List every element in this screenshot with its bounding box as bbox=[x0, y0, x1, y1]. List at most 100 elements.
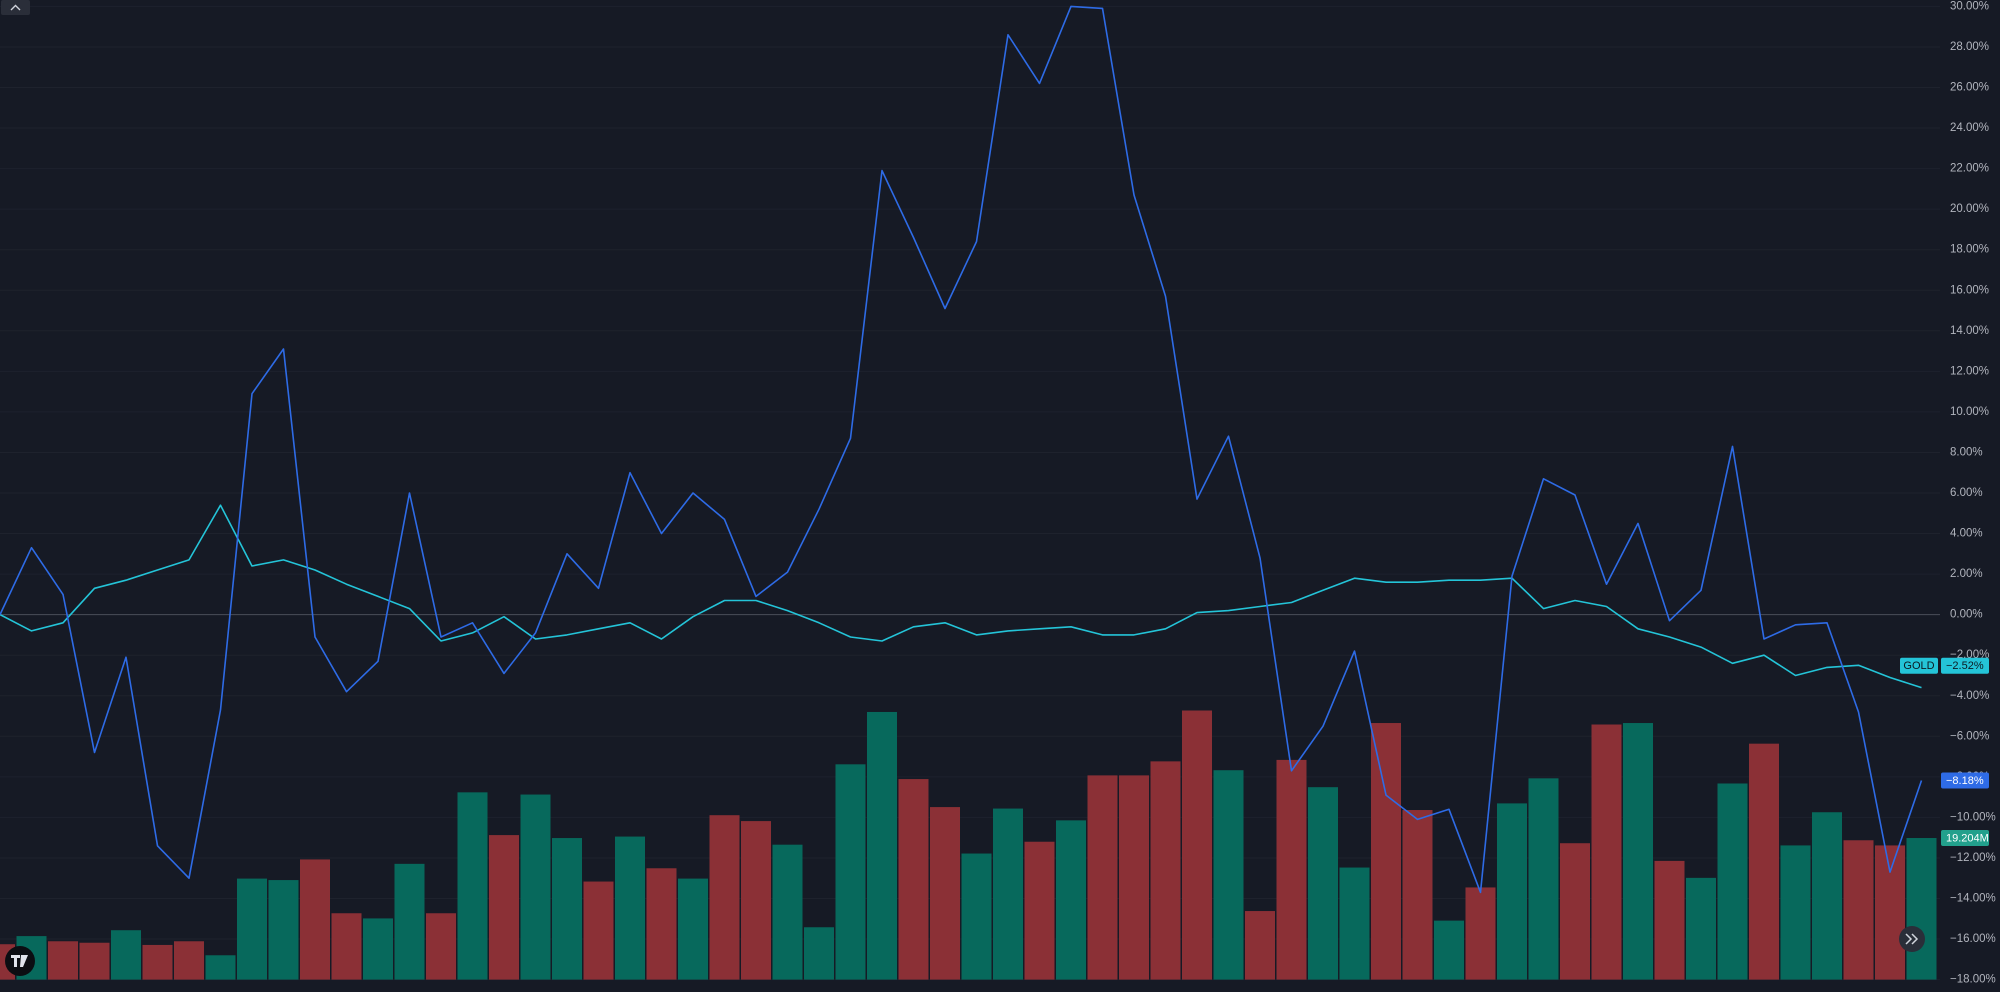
y-tick-label: 14.00% bbox=[1950, 325, 1989, 337]
y-tick-label: 4.00% bbox=[1950, 528, 1983, 540]
volume-bar bbox=[205, 955, 236, 980]
volume-bar bbox=[394, 863, 425, 980]
volume-bar bbox=[1276, 759, 1307, 980]
volume-bar bbox=[1654, 860, 1685, 980]
volume-bar bbox=[1308, 787, 1338, 980]
y-tick-label: 20.00% bbox=[1950, 203, 1989, 215]
volume-bar bbox=[772, 844, 803, 980]
volume-bar bbox=[1560, 843, 1590, 980]
y-tick-label: 30.00% bbox=[1950, 0, 1989, 12]
y-tick-label: −6.00% bbox=[1950, 730, 1989, 742]
volume-bar bbox=[741, 821, 771, 980]
volume-bar bbox=[1150, 761, 1181, 980]
line-pane bbox=[0, 5, 1923, 894]
price-badge-label: −8.18% bbox=[1946, 775, 1984, 787]
scroll-to-end-button[interactable] bbox=[1899, 926, 1925, 952]
series-name: GOLD bbox=[1903, 660, 1934, 672]
volume-bar bbox=[1213, 770, 1244, 980]
y-tick-label: −18.00% bbox=[1950, 974, 1996, 986]
volume-bar bbox=[426, 913, 456, 980]
volume-bar bbox=[552, 838, 582, 980]
price-badge bbox=[1941, 657, 1989, 674]
volume-bar bbox=[1371, 723, 1401, 980]
badges: −8.18% −2.52% GOLD 19.204M bbox=[1900, 657, 1989, 847]
volume-bar bbox=[1812, 812, 1842, 980]
volume-bar bbox=[867, 711, 897, 980]
volume-bar bbox=[489, 835, 519, 980]
volume-bar bbox=[1717, 783, 1748, 980]
volume-bar bbox=[930, 807, 960, 980]
line-series bbox=[0, 504, 1922, 689]
volume-bar bbox=[1024, 841, 1055, 980]
y-tick-label: 18.00% bbox=[1950, 244, 1989, 256]
price-badge-label: 19.204M bbox=[1946, 832, 1989, 844]
y-tick-label: −12.00% bbox=[1950, 852, 1996, 864]
y-tick-label: 16.00% bbox=[1950, 284, 1989, 296]
volume-bar bbox=[1591, 724, 1622, 980]
y-tick-label: −14.00% bbox=[1950, 893, 1996, 905]
volume-bar bbox=[835, 764, 866, 980]
volume-bar bbox=[520, 794, 551, 980]
y-tick-label: 22.00% bbox=[1950, 163, 1989, 175]
y-tick-label: 26.00% bbox=[1950, 82, 1989, 94]
volume-bar bbox=[1339, 867, 1370, 980]
y-tick-label: 8.00% bbox=[1950, 446, 1983, 458]
series-name-tag bbox=[1900, 657, 1938, 674]
collapse-button[interactable] bbox=[1, 0, 30, 15]
volume-bar bbox=[142, 944, 173, 980]
volume-bar bbox=[1245, 911, 1275, 980]
volume-bar bbox=[1497, 803, 1527, 980]
y-tick-label: 12.00% bbox=[1950, 365, 1989, 377]
price-badge bbox=[1941, 830, 1989, 847]
price-badge bbox=[1941, 772, 1989, 789]
volume-bar bbox=[174, 941, 204, 980]
volume-bar bbox=[583, 881, 614, 980]
volume-bar bbox=[1465, 887, 1496, 980]
volume-bar bbox=[678, 878, 708, 980]
volume-bar bbox=[1623, 723, 1653, 980]
volume-bar bbox=[1087, 775, 1118, 980]
volume-bar bbox=[237, 878, 267, 980]
volume-bar bbox=[1056, 820, 1086, 980]
volume-bar bbox=[1686, 877, 1716, 980]
volume-bar bbox=[961, 853, 992, 980]
volume-bar bbox=[111, 930, 141, 980]
volume-bar bbox=[615, 836, 645, 980]
volume-bar bbox=[709, 815, 740, 980]
volume-bar bbox=[1182, 710, 1212, 980]
volume-bar bbox=[1402, 810, 1433, 980]
line-series bbox=[0, 5, 1923, 894]
volume-bar bbox=[1780, 845, 1811, 980]
volume-bar bbox=[1843, 840, 1874, 980]
volume-bar bbox=[993, 808, 1023, 980]
volume-bar bbox=[1434, 920, 1464, 980]
y-tick-label: 0.00% bbox=[1950, 609, 1983, 621]
y-tick-label: 6.00% bbox=[1950, 487, 1983, 499]
volume-bar bbox=[79, 942, 110, 980]
y-tick-label: 10.00% bbox=[1950, 406, 1989, 418]
y-tick-label: 28.00% bbox=[1950, 41, 1989, 53]
logo[interactable] bbox=[5, 946, 35, 976]
volume-bar bbox=[48, 941, 78, 980]
y-tick-label: −16.00% bbox=[1950, 933, 1996, 945]
volume-bar bbox=[300, 859, 330, 980]
y-tick-label: −10.00% bbox=[1950, 811, 1996, 823]
volume-bar bbox=[363, 918, 393, 980]
volume-bar bbox=[646, 868, 677, 980]
volume-bar bbox=[1119, 775, 1149, 980]
volume-bar bbox=[268, 880, 299, 980]
volume-bar bbox=[804, 927, 834, 980]
volume-bar bbox=[1906, 838, 1937, 980]
price-badge-label: −2.52% bbox=[1946, 660, 1984, 672]
volume-bar bbox=[1528, 778, 1559, 980]
y-tick-label: −4.00% bbox=[1950, 690, 1989, 702]
volume-pane bbox=[0, 710, 1937, 980]
volume-bar bbox=[1749, 743, 1779, 980]
volume-bar bbox=[331, 913, 362, 980]
y-tick-label: 2.00% bbox=[1950, 568, 1983, 580]
volume-bar bbox=[898, 779, 929, 980]
volume-bar bbox=[1875, 845, 1905, 980]
volume-bar bbox=[457, 792, 488, 980]
